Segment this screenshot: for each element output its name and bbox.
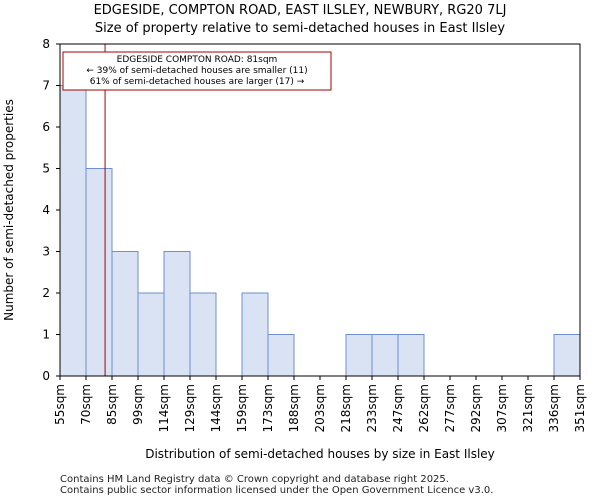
x-tick-label: 321sqm — [521, 384, 535, 432]
x-tick-label: 233sqm — [365, 384, 379, 432]
x-tick-label: 114sqm — [157, 384, 171, 432]
annotation-line-2: ← 39% of semi-detached houses are smalle… — [86, 66, 307, 76]
chart-title: EDGESIDE, COMPTON ROAD, EAST ILSLEY, NEW… — [93, 3, 507, 18]
x-tick-label: 70sqm — [79, 384, 93, 425]
y-tick-label: 8 — [42, 37, 50, 51]
x-tick-label: 247sqm — [391, 384, 405, 432]
annotation-line-3: 61% of semi-detached houses are larger (… — [90, 77, 305, 87]
histogram-bar — [189, 292, 217, 377]
x-tick-label: 129sqm — [183, 384, 197, 432]
x-tick-label: 277sqm — [443, 384, 457, 432]
y-tick-label: 6 — [42, 120, 50, 134]
histogram-bar — [267, 334, 295, 377]
x-tick-label: 307sqm — [495, 384, 509, 432]
x-tick-label: 203sqm — [313, 384, 327, 432]
y-tick-label: 3 — [42, 245, 50, 259]
y-tick-label: 4 — [42, 203, 50, 217]
histogram-bar — [137, 292, 165, 377]
histogram-bar — [371, 334, 399, 377]
x-tick-label: 144sqm — [209, 384, 223, 432]
y-tick-label: 1 — [42, 328, 50, 342]
histogram-bar — [345, 334, 373, 377]
x-tick-label: 173sqm — [261, 384, 275, 432]
x-tick-label: 292sqm — [469, 384, 483, 432]
x-tick-label: 85sqm — [105, 384, 119, 425]
x-axis-label: Distribution of semi-detached houses by … — [145, 447, 495, 461]
chart-subtitle: Size of property relative to semi-detach… — [94, 21, 506, 36]
y-tick-label: 7 — [42, 79, 50, 93]
x-tick-label: 55sqm — [53, 384, 67, 425]
histogram-bar — [553, 334, 581, 377]
footer-licence: Contains public sector information licen… — [60, 485, 494, 496]
histogram-bar — [59, 85, 87, 377]
plot-area — [59, 43, 581, 377]
histogram-bar — [397, 334, 425, 377]
x-tick-label: 188sqm — [287, 384, 301, 432]
footer-copyright: Contains HM Land Registry data © Crown c… — [60, 474, 449, 485]
histogram-bar — [85, 168, 113, 377]
x-tick-label: 99sqm — [131, 384, 145, 425]
y-tick-label: 5 — [42, 162, 50, 176]
annotation-line-1: EDGESIDE COMPTON ROAD: 81sqm — [117, 55, 278, 65]
x-tick-label: 218sqm — [339, 384, 353, 432]
x-tick-label: 262sqm — [417, 384, 431, 432]
x-tick-label: 336sqm — [547, 384, 561, 432]
x-tick-label: 159sqm — [235, 384, 249, 432]
annotation-box — [62, 51, 332, 91]
y-tick-label: 0 — [42, 369, 50, 383]
histogram-bar — [111, 251, 139, 377]
histogram-bar — [163, 251, 191, 377]
histogram-bar — [241, 292, 269, 377]
y-tick-label: 2 — [42, 286, 50, 300]
y-axis-label: Number of semi-detached properties — [2, 99, 16, 321]
x-tick-label: 351sqm — [573, 384, 587, 432]
